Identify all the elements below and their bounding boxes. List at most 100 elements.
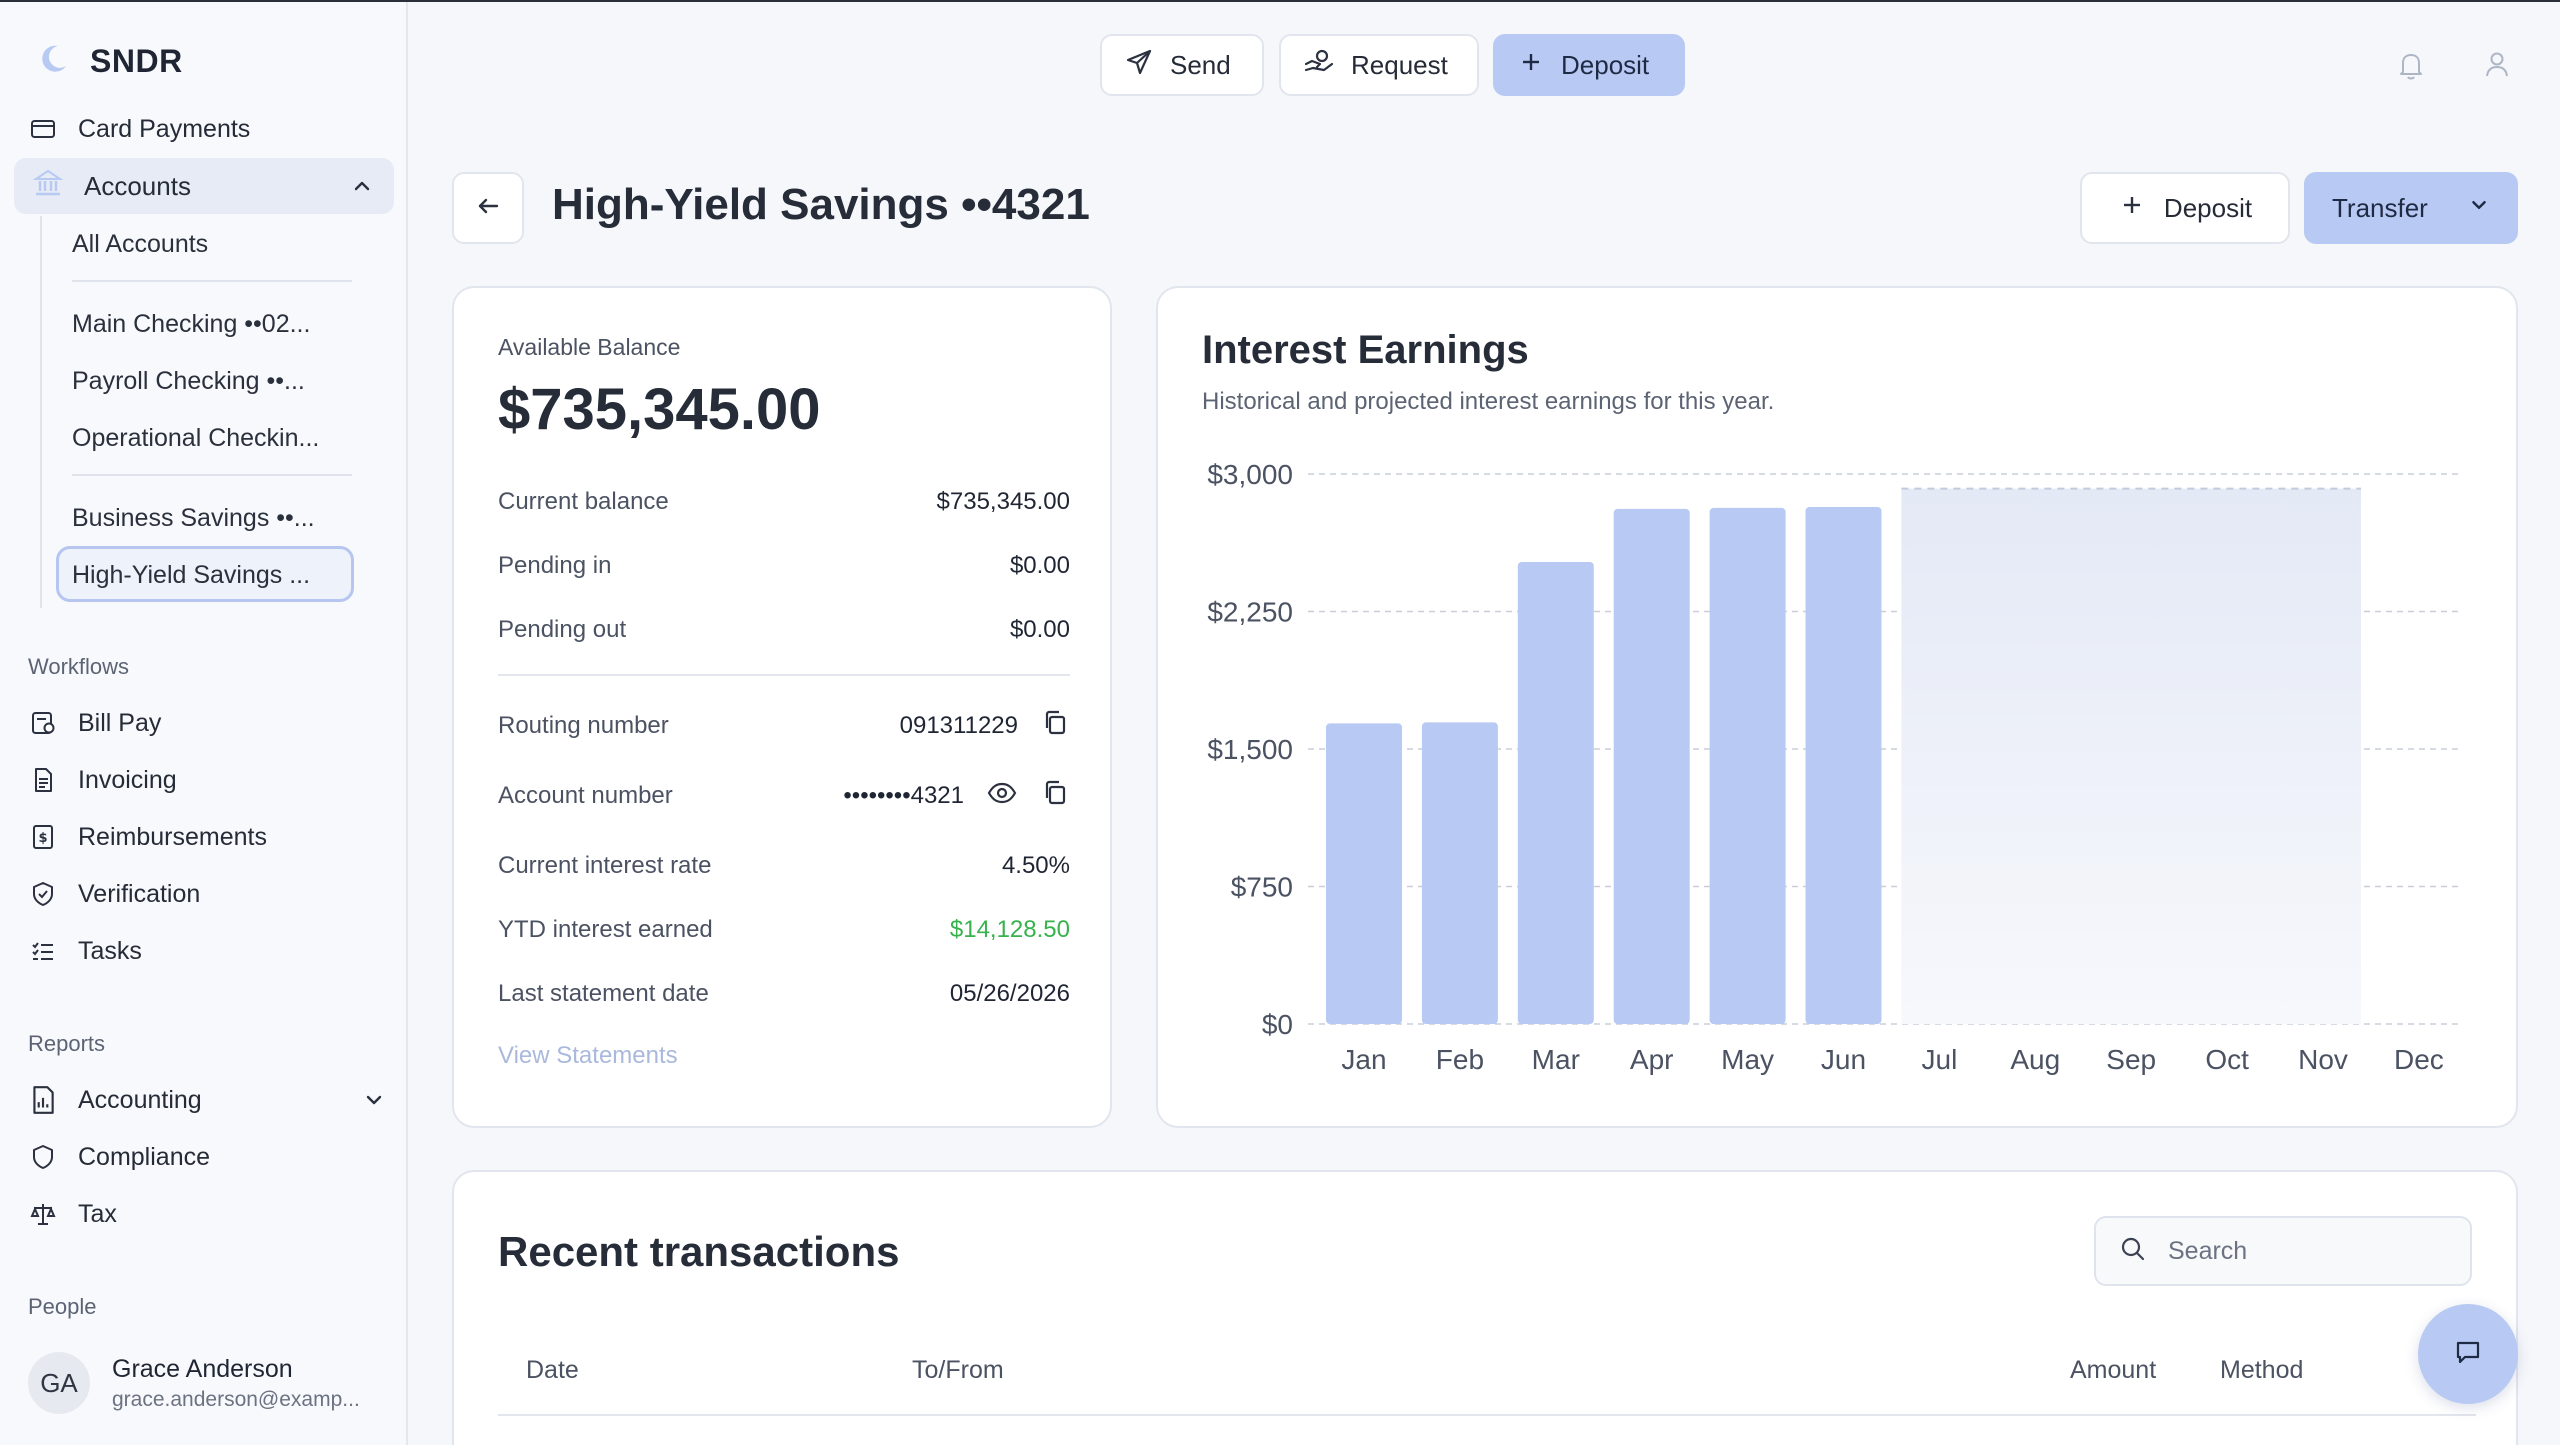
- bar-may[interactable]: [1709, 507, 1786, 1024]
- row-value: $735,345.00: [936, 488, 1070, 515]
- deposit-label: Deposit: [1561, 49, 1650, 80]
- chat-button[interactable]: [2418, 1304, 2518, 1404]
- checklist-icon: [28, 936, 58, 966]
- transfer-dropdown-button[interactable]: Transfer: [2304, 172, 2518, 244]
- nav-tasks[interactable]: Tasks: [28, 926, 142, 976]
- user-icon[interactable]: [2482, 48, 2512, 87]
- projected-area: [1901, 488, 2361, 1024]
- y-tick-label: $1,500: [1207, 734, 1293, 765]
- transfer-label: Transfer: [2332, 192, 2428, 223]
- interest-earnings-card: Interest Earnings Historical and project…: [1156, 286, 2518, 1128]
- nav-verification-label: Verification: [78, 879, 201, 908]
- row-pending-in: Pending in $0.00: [498, 546, 1070, 586]
- user-name: Grace Anderson: [112, 1354, 293, 1383]
- x-tick-label: Jun: [1821, 1044, 1866, 1075]
- bar-apr[interactable]: [1613, 508, 1690, 1024]
- row-label: Current balance: [498, 488, 669, 515]
- divider: [498, 674, 1070, 676]
- report-icon: [28, 1085, 58, 1115]
- back-button[interactable]: [452, 172, 524, 244]
- chevron-down-icon: [2466, 192, 2492, 225]
- bell-icon[interactable]: [2396, 48, 2426, 87]
- row-account-number: Account number ••••••••4321: [498, 776, 1070, 816]
- bar-jan[interactable]: [1326, 723, 1402, 1024]
- available-balance-amount: $735,345.00: [498, 377, 821, 442]
- receipt-dollar-icon: $: [28, 822, 58, 852]
- row-label: Routing number: [498, 712, 669, 739]
- section-workflows: Workflows: [28, 654, 130, 679]
- brand[interactable]: SNDR: [36, 38, 183, 84]
- transactions-title: Recent transactions: [498, 1228, 900, 1275]
- page-title: High-Yield Savings ••4321: [552, 180, 1090, 229]
- nav-compliance-label: Compliance: [78, 1142, 211, 1171]
- chevron-down-icon[interactable]: [360, 1086, 388, 1121]
- interest-earnings-chart: $0 $750 $1,500 $2,250 $3,000 Jan Feb Mar Apr May…: [1207, 459, 2463, 1075]
- x-tick-label: Jan: [1341, 1044, 1386, 1075]
- credit-card-icon: [28, 114, 58, 144]
- sub-business-savings[interactable]: Business Savings ••...: [72, 503, 315, 532]
- view-statements-link[interactable]: View Statements: [498, 1042, 678, 1069]
- nav-invoicing-label: Invoicing: [78, 765, 177, 794]
- chat-bubble-icon: [2453, 1337, 2483, 1372]
- x-tick-label: Mar: [1532, 1044, 1580, 1075]
- copy-icon[interactable]: [1040, 708, 1070, 745]
- chevron-up-icon[interactable]: [348, 172, 376, 207]
- search-input[interactable]: [2168, 1236, 2468, 1266]
- bar-mar[interactable]: [1517, 562, 1594, 1024]
- divider: [72, 280, 352, 282]
- document-icon: [28, 765, 58, 795]
- send-icon: [1124, 47, 1154, 84]
- nav-compliance[interactable]: Compliance: [28, 1132, 210, 1182]
- copy-icon[interactable]: [1040, 778, 1070, 815]
- row-label: Account number: [498, 782, 673, 809]
- bill-icon: [28, 708, 58, 738]
- bar-feb[interactable]: [1421, 722, 1498, 1024]
- nav-accounting-label: Accounting: [78, 1085, 202, 1114]
- nav-bill-pay[interactable]: Bill Pay: [28, 698, 161, 748]
- sub-all-accounts[interactable]: All Accounts: [72, 229, 209, 258]
- chart-subtitle: Historical and projected interest earnin…: [1202, 388, 1775, 415]
- shield-check-icon: [28, 879, 58, 909]
- nav-accounting[interactable]: Accounting: [28, 1075, 388, 1125]
- arrow-left-icon: [473, 191, 503, 226]
- deposit-button[interactable]: Deposit: [2080, 172, 2290, 244]
- y-tick-label: $750: [1231, 872, 1293, 903]
- sub-payroll-checking[interactable]: Payroll Checking ••...: [72, 366, 305, 395]
- moon-logo-icon: [36, 42, 70, 81]
- column-header-method[interactable]: Method: [2220, 1356, 2304, 1384]
- sub-high-yield-savings[interactable]: High-Yield Savings ...: [72, 560, 311, 589]
- deposit-button-top[interactable]: Deposit: [1493, 34, 1685, 96]
- nav-verification[interactable]: Verification: [28, 869, 200, 919]
- column-header-amount[interactable]: Amount: [2070, 1356, 2157, 1384]
- search-field[interactable]: [2094, 1216, 2472, 1286]
- send-button[interactable]: Send: [1100, 34, 1264, 96]
- recent-transactions-card: Recent transactions Date To/From Amount …: [452, 1170, 2518, 1445]
- row-pending-out: Pending out $0.00: [498, 610, 1070, 650]
- nav-accounts[interactable]: Accounts: [14, 158, 394, 214]
- y-tick-label: $2,250: [1207, 597, 1293, 628]
- eye-icon[interactable]: [986, 778, 1018, 815]
- nav-tax[interactable]: Tax: [28, 1189, 117, 1239]
- nav-card-payments-label: Card Payments: [78, 114, 251, 143]
- x-tick-label: May: [1721, 1044, 1774, 1075]
- user-profile[interactable]: GA Grace Anderson grace.anderson@examp..…: [28, 1352, 360, 1414]
- nav-invoicing[interactable]: Invoicing: [28, 755, 177, 805]
- x-tick-label: Dec: [2394, 1044, 2444, 1075]
- request-button[interactable]: Request: [1279, 34, 1479, 96]
- sub-main-checking[interactable]: Main Checking ••02...: [72, 309, 311, 338]
- send-label: Send: [1170, 49, 1231, 80]
- sub-operational-checking[interactable]: Operational Checkin...: [72, 423, 320, 452]
- hand-coin-icon: [1303, 47, 1335, 84]
- nav-reimbursements[interactable]: $ Reimbursements: [28, 812, 267, 862]
- bar-jun[interactable]: [1805, 507, 1882, 1024]
- nav-reimbursements-label: Reimbursements: [78, 822, 267, 851]
- column-header-to-from[interactable]: To/From: [912, 1356, 1004, 1384]
- nav-card-payments[interactable]: Card Payments: [28, 104, 250, 154]
- column-header-date[interactable]: Date: [526, 1356, 579, 1384]
- row-value: 4.50%: [1001, 852, 1070, 879]
- user-email: grace.anderson@examp...: [112, 1387, 360, 1411]
- divider: [72, 474, 352, 476]
- routing-number-value: 091311229: [899, 712, 1018, 739]
- request-label: Request: [1351, 49, 1448, 80]
- row-label: Pending out: [498, 616, 627, 643]
